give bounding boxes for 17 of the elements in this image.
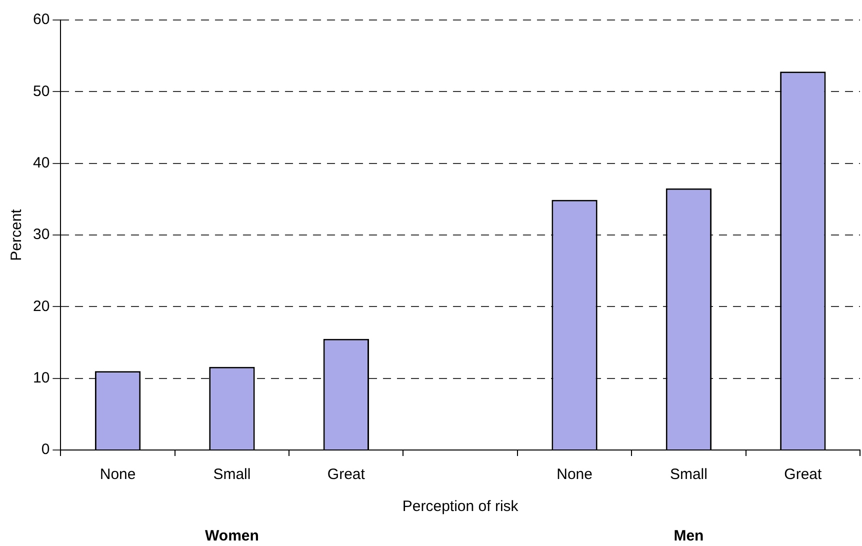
x-tick-label: Great — [784, 466, 822, 484]
x-tick-label: Great — [327, 466, 366, 484]
y-tick-label: 0 — [41, 441, 50, 458]
y-tick-label: 30 — [32, 226, 50, 244]
x-axis-title: Perception of risk — [402, 498, 519, 516]
y-tick-label: 60 — [32, 11, 50, 28]
y-axis-title: Percent — [8, 208, 26, 261]
y-tick-label: 50 — [32, 82, 50, 100]
text: Men — [674, 528, 704, 545]
x-tick-label: Small — [213, 466, 251, 484]
x-tick-label: None — [556, 466, 592, 484]
y-tick-label: 40 — [32, 154, 50, 172]
x-tick-label: Small — [670, 466, 708, 484]
y-tick-label: 20 — [32, 298, 50, 315]
y-tick-label: 10 — [32, 369, 50, 386]
x-tick-label: None — [100, 466, 136, 484]
text: Women — [205, 528, 259, 545]
